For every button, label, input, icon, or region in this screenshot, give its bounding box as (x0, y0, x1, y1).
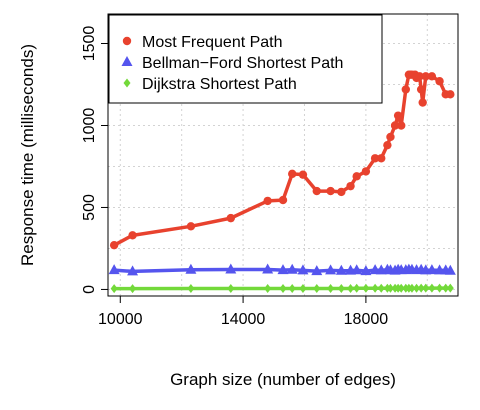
data-point (128, 231, 137, 240)
data-point (362, 283, 370, 293)
y-tick-label: 0 (81, 285, 98, 294)
data-point (393, 111, 403, 120)
data-point (311, 265, 323, 276)
data-point (337, 187, 346, 197)
data-point (297, 264, 309, 275)
data-point (313, 283, 321, 293)
data-point (187, 283, 195, 293)
data-point (346, 181, 355, 191)
data-point (352, 172, 361, 181)
series-layer (108, 70, 456, 294)
data-point (226, 213, 236, 223)
legend-box (108, 14, 383, 104)
data-point (109, 240, 119, 250)
legend-label: Most Frequent Path (142, 34, 283, 51)
data-point (397, 121, 406, 130)
legend: Most Frequent Path Bellman−Ford Shortest … (108, 14, 383, 104)
legend-marker (123, 78, 131, 88)
data-point (299, 283, 307, 293)
data-point (298, 170, 308, 179)
data-point (418, 98, 427, 107)
series-1 (109, 70, 455, 250)
data-point (446, 283, 454, 293)
data-point (426, 264, 438, 275)
data-point (110, 284, 118, 294)
data-point (108, 264, 120, 275)
y-tick-label: 1500 (81, 26, 98, 62)
data-point (370, 154, 380, 163)
series-3 (110, 283, 454, 294)
data-point (264, 283, 272, 293)
data-point (397, 283, 405, 293)
data-point (446, 90, 455, 99)
data-point (335, 264, 347, 275)
data-point (337, 283, 345, 293)
data-point (351, 264, 363, 275)
legend-label: Bellman−Ford Shortest Path (142, 55, 343, 72)
data-point (390, 121, 400, 130)
data-point (312, 186, 321, 196)
data-point (279, 283, 287, 293)
data-point (422, 283, 430, 293)
x-axis-title: Graph size (number of edges) (170, 370, 396, 389)
x-tick-label: 14000 (221, 311, 266, 328)
x-axis: 10000 14000 18000 (98, 296, 388, 328)
data-point (327, 283, 335, 293)
data-point (401, 85, 411, 94)
data-point (442, 283, 450, 293)
data-point (225, 263, 237, 274)
data-point (353, 283, 361, 293)
data-point (129, 284, 137, 294)
data-point (186, 222, 196, 231)
data-point (326, 186, 335, 196)
data-point (435, 77, 444, 86)
x-tick-label: 10000 (98, 311, 143, 328)
data-point (383, 140, 392, 150)
data-point (416, 85, 426, 94)
data-point (185, 263, 197, 274)
data-point (428, 283, 436, 293)
legend-item: Most Frequent Path (122, 34, 283, 51)
data-point (421, 72, 430, 81)
legend-item: Dijkstra Shortest Path (123, 76, 297, 93)
data-point (325, 264, 337, 275)
data-point (361, 167, 371, 176)
y-axis-title: Response time (milliseconds) (18, 44, 37, 266)
data-point (408, 283, 416, 293)
plot-frame (107, 13, 459, 297)
data-point (278, 195, 288, 205)
data-point (415, 72, 424, 81)
data-point (413, 283, 421, 293)
data-point (444, 264, 456, 275)
y-axis: 0 500 1000 1500 (81, 26, 108, 294)
data-point (286, 263, 298, 274)
data-point (288, 169, 297, 179)
data-point (347, 283, 355, 293)
data-point (263, 196, 272, 206)
legend-marker (122, 36, 132, 46)
series-2 (108, 263, 456, 276)
x-tick-label: 18000 (344, 311, 389, 328)
data-point (288, 283, 296, 293)
data-point (417, 283, 425, 293)
data-point (277, 264, 289, 275)
legend-item: Bellman−Ford Shortest Path (121, 55, 343, 72)
data-point (371, 283, 379, 293)
data-point (127, 265, 139, 276)
data-point (360, 265, 372, 276)
data-point (227, 283, 235, 293)
data-point (377, 283, 385, 293)
data-point (262, 263, 274, 274)
legend-label: Dijkstra Shortest Path (142, 76, 297, 93)
data-point (386, 283, 394, 293)
data-point (377, 154, 386, 163)
data-point (427, 72, 437, 81)
data-point (436, 283, 444, 293)
legend-marker (121, 56, 133, 66)
y-tick-label: 1000 (81, 108, 98, 144)
y-tick-label: 500 (81, 194, 98, 221)
data-point (386, 132, 395, 142)
